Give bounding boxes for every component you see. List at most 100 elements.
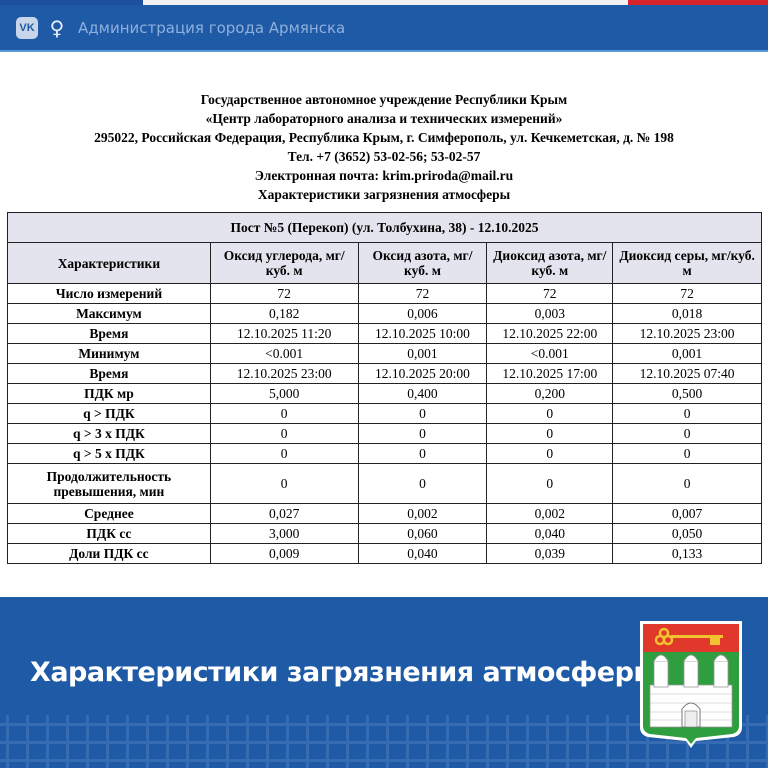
table-row: q > ПДК 0 0 0 0 <box>7 403 762 424</box>
table-row: ПДК сс 3,000 0,060 0,040 0,050 <box>7 523 762 544</box>
table-cell: 12.10.2025 20:00 <box>357 363 488 384</box>
table-title: Пост №5 (Перекоп) (ул. Толбухина, 38) - … <box>7 212 762 243</box>
vk-icon[interactable]: VK <box>16 16 38 39</box>
table-cell: 0 <box>209 463 359 504</box>
table-cell: 0,001 <box>612 343 762 364</box>
table-cell: 0 <box>357 423 488 444</box>
table-cell: 0,060 <box>357 523 488 544</box>
table-cell: 0,006 <box>357 303 488 324</box>
table-cell: 0,009 <box>209 543 359 564</box>
table-cell: 0,500 <box>612 383 762 404</box>
coat-of-arms-icon <box>640 621 742 748</box>
table-cell: 0,133 <box>612 543 762 564</box>
table-cell: 0,182 <box>209 303 359 324</box>
table-cell: 0,200 <box>486 383 614 404</box>
table-cell: 0,040 <box>486 523 614 544</box>
odnoklassniki-icon[interactable]: ♀ <box>49 15 65 40</box>
row-label: Продолжительность превышения, мин <box>7 463 211 504</box>
table-cell: 0,007 <box>612 503 762 524</box>
table-cell: 12.10.2025 22:00 <box>486 323 614 344</box>
table-cell: 12.10.2025 07:40 <box>612 363 762 384</box>
table-cell: 0 <box>612 443 762 464</box>
column-header: Диоксид серы, мг/куб. м <box>612 242 762 284</box>
row-label: q > 5 x ПДК <box>7 443 211 464</box>
row-label: Время <box>7 323 211 344</box>
table-cell: 3,000 <box>209 523 359 544</box>
table-cell: 0 <box>486 423 614 444</box>
table-cell: 0,003 <box>486 303 614 324</box>
document-header: Государственное автономное учреждение Ре… <box>0 90 768 204</box>
top-strip <box>0 0 768 5</box>
table-cell: 0,040 <box>357 543 488 564</box>
row-label: Число измерений <box>7 283 211 304</box>
table-cell: 0 <box>486 463 614 504</box>
column-header: Диоксид азота, мг/куб. м <box>486 242 614 284</box>
table-cell: 0 <box>357 403 488 424</box>
table-cell: 0 <box>612 403 762 424</box>
table-cell: 72 <box>612 283 762 304</box>
table-cell: 0,400 <box>357 383 488 404</box>
table-cell: 0,027 <box>209 503 359 524</box>
table-cell: 0 <box>209 443 359 464</box>
table-row: Максимум 0,182 0,006 0,003 0,018 <box>7 303 762 324</box>
table-cell: 72 <box>486 283 614 304</box>
header-line: Государственное автономное учреждение Ре… <box>200 92 568 107</box>
column-header: Характеристики <box>7 242 211 284</box>
table-cell: 72 <box>209 283 359 304</box>
column-header: Оксид углерода, мг/куб. м <box>209 242 359 284</box>
row-label: Максимум <box>7 303 211 324</box>
row-label: q > 3 x ПДК <box>7 423 211 444</box>
banner: Характеристики загрязнения атмосферы <box>0 597 768 768</box>
table-row: Доли ПДК сс 0,009 0,040 0,039 0,133 <box>7 543 762 564</box>
table-row: Продолжительность превышения, мин 0 0 0 0 <box>7 463 762 504</box>
table-row: q > 3 x ПДК 0 0 0 0 <box>7 423 762 444</box>
row-label: Время <box>7 363 211 384</box>
header-line: Тел. +7 (3652) 53-02-56; 53-02-57 <box>287 149 481 164</box>
row-label: ПДК мр <box>7 383 211 404</box>
row-label: Среднее <box>7 503 211 524</box>
table-cell: 0,050 <box>612 523 762 544</box>
table-cell: 12.10.2025 23:00 <box>612 323 762 344</box>
table-cell: 12.10.2025 17:00 <box>486 363 614 384</box>
table-row: Число измерений 72 72 72 72 <box>7 283 762 304</box>
table-cell: 0 <box>486 403 614 424</box>
table-cell: 0 <box>612 423 762 444</box>
header-line: Характеристики загрязнения атмосферы <box>257 187 511 202</box>
table-cell: 12.10.2025 10:00 <box>357 323 488 344</box>
table-cell: 0 <box>209 423 359 444</box>
header-line: 295022, Российская Федерация, Республика… <box>94 130 674 145</box>
top-bar: VK ♀ Администрация города Армянска <box>0 5 768 52</box>
table-row: q > 5 x ПДК 0 0 0 0 <box>7 443 762 464</box>
table-row: Минимум <0.001 0,001 <0.001 0,001 <box>7 343 762 364</box>
banner-title: Характеристики загрязнения атмосферы <box>30 657 658 688</box>
site-name: Администрация города Армянска <box>78 18 346 37</box>
table-cell: 72 <box>357 283 488 304</box>
column-header: Оксид азота, мг/куб. м <box>357 242 488 284</box>
table-cell: 0,002 <box>486 503 614 524</box>
table-cell: 12.10.2025 11:20 <box>209 323 359 344</box>
table-cell: 0,001 <box>357 343 488 364</box>
header-line: «Центр лабораторного анализа и техническ… <box>205 111 563 126</box>
table-row: Время 12.10.2025 11:20 12.10.2025 10:00 12.… <box>7 323 762 344</box>
table-cell: 0 <box>357 463 488 504</box>
table-cell: 0 <box>357 443 488 464</box>
table-cell: <0.001 <box>209 343 359 364</box>
table-row: Среднее 0,027 0,002 0,002 0,007 <box>7 503 762 524</box>
table-cell: 0,002 <box>357 503 488 524</box>
row-label: Минимум <box>7 343 211 364</box>
header-line: Электронная почта: krim.priroda@mail.ru <box>254 168 514 183</box>
table-cell: 0 <box>612 463 762 504</box>
row-label: ПДК сс <box>7 523 211 544</box>
table-cell: 0 <box>486 443 614 464</box>
table-cell: 0,018 <box>612 303 762 324</box>
pollution-table: Пост №5 (Перекоп) (ул. Толбухина, 38) - … <box>7 212 762 564</box>
table-cell: <0.001 <box>486 343 614 364</box>
table-row: Время 12.10.2025 23:00 12.10.2025 20:00 12.… <box>7 363 762 384</box>
row-label: q > ПДК <box>7 403 211 424</box>
table-cell: 5,000 <box>209 383 359 404</box>
table-cell: 0 <box>209 403 359 424</box>
row-label: Доли ПДК сс <box>7 543 211 564</box>
table-cell: 0,039 <box>486 543 614 564</box>
table-cell: 12.10.2025 23:00 <box>209 363 359 384</box>
table-row: ПДК мр 5,000 0,400 0,200 0,500 <box>7 383 762 404</box>
